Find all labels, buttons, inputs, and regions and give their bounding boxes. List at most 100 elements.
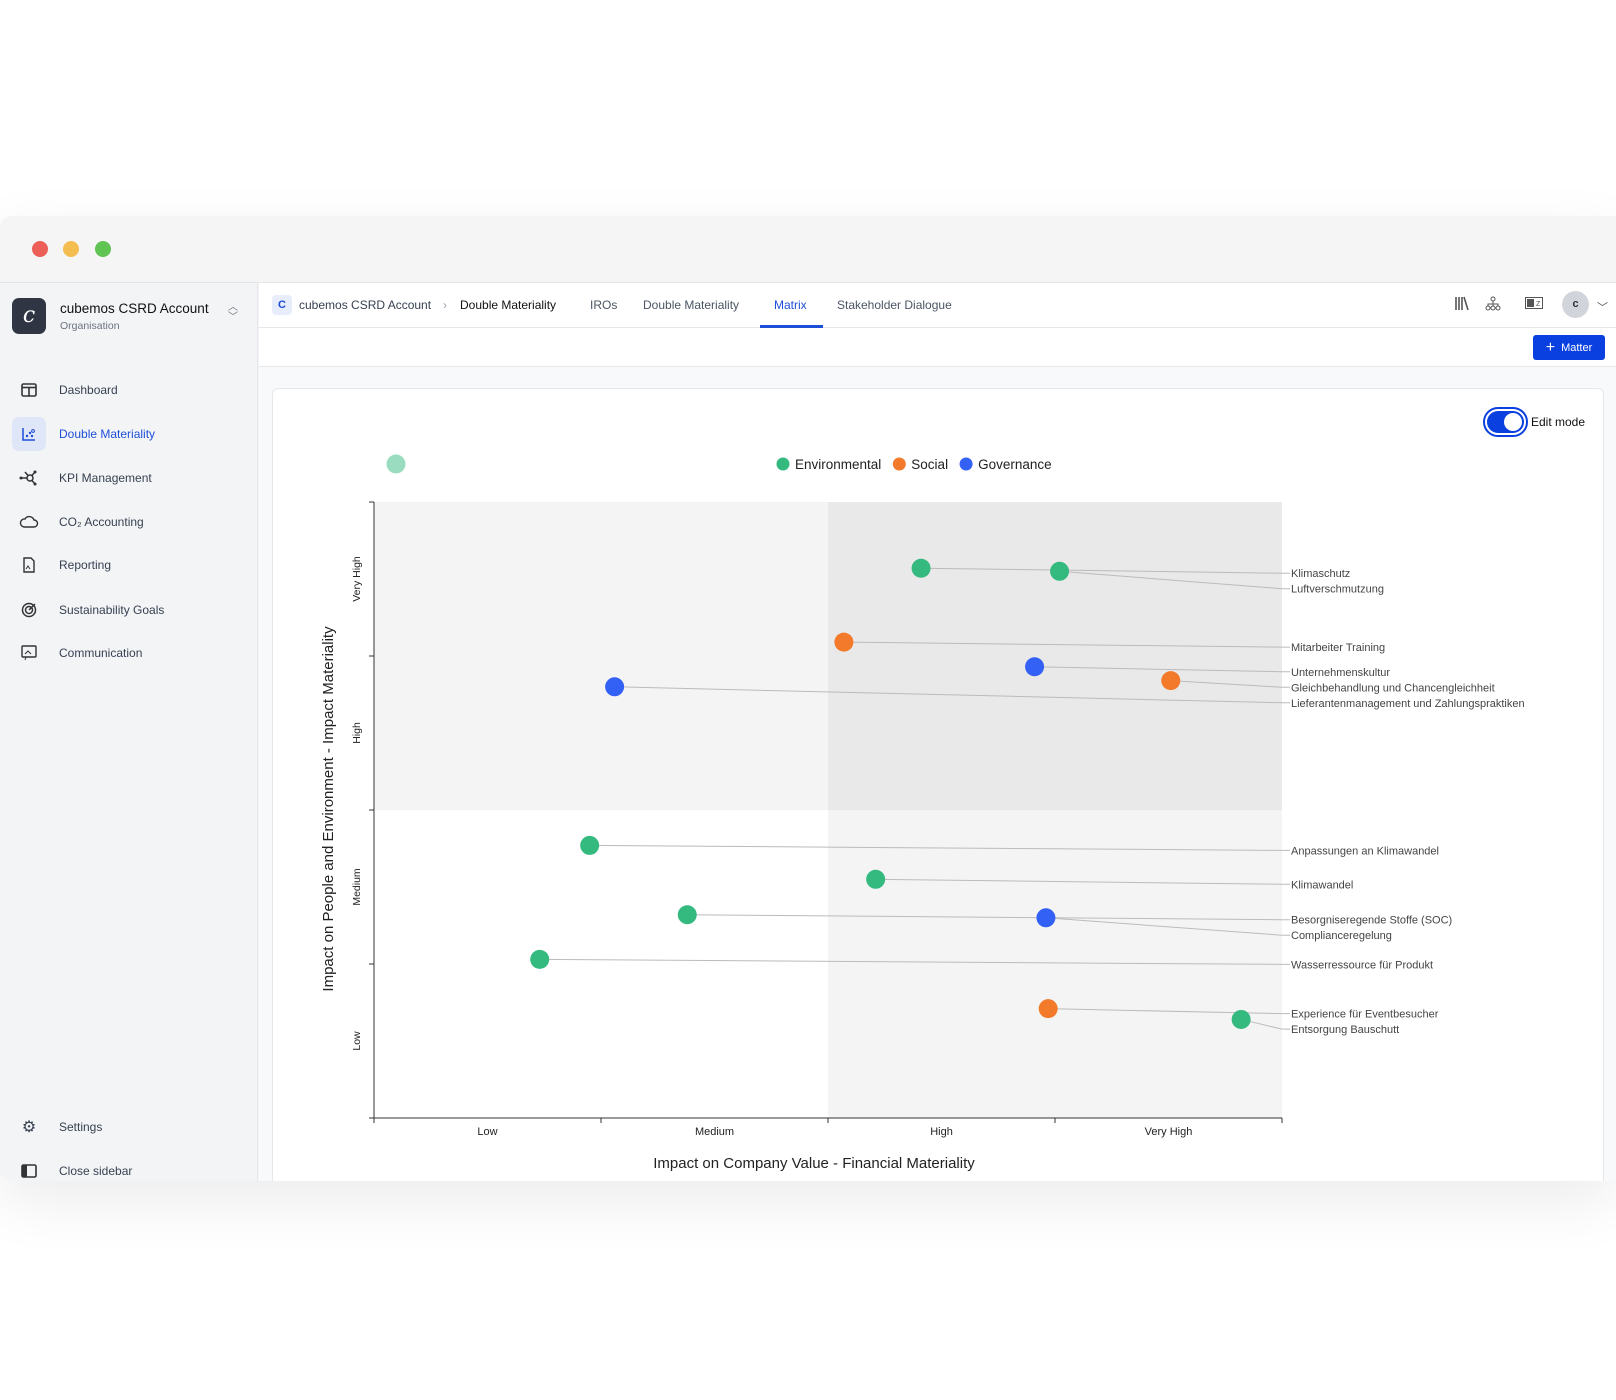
data-point[interactable] <box>866 869 886 889</box>
org-logo: c <box>12 298 46 334</box>
chevron-up-down-icon[interactable]: ︿ ﹀ <box>228 302 238 323</box>
point-label: Mitarbeiter Training <box>1291 642 1385 654</box>
data-point[interactable] <box>605 677 625 697</box>
chevron-down-icon[interactable]: ﹀ <box>1597 302 1608 314</box>
tab-double-materiality[interactable]: Double Materiality <box>643 298 740 312</box>
cloud-icon <box>12 505 46 539</box>
unplaced-matter-handle[interactable] <box>386 454 406 474</box>
point-label: Gleichbehandlung und Chancengleichheit <box>1291 682 1495 694</box>
leader-line <box>875 878 1290 885</box>
x-axis-title: Impact on Company Value - Financial Mate… <box>653 1155 975 1172</box>
sidebar-item-kpi-management[interactable]: KPI Management <box>12 461 246 495</box>
y-tick-label: Medium <box>351 868 363 906</box>
account-badge[interactable]: C <box>272 295 292 315</box>
svg-text:Z: Z <box>1536 301 1541 308</box>
tab-iros[interactable]: IROs <box>590 298 618 312</box>
point-label: Klimaschutz <box>1291 568 1350 580</box>
data-point[interactable] <box>1038 999 1058 1019</box>
sidebar-item-sustainability-goals[interactable]: Sustainability Goals <box>12 593 246 627</box>
sidebar-item-label: Settings <box>59 1120 103 1134</box>
legend-label: Governance <box>978 457 1052 472</box>
report-file-icon <box>12 548 46 582</box>
point-label: Klimawandel <box>1291 879 1353 891</box>
sidebar-item-co2-accounting[interactable]: CO₂ Accounting <box>12 505 246 539</box>
sidebar-item-label: Dashboard <box>59 383 118 397</box>
leader-line <box>921 567 1290 574</box>
tab-stakeholder-dialogue[interactable]: Stakeholder Dialogue <box>837 298 952 312</box>
legend-label: Environmental <box>795 457 881 472</box>
materiality-matrix-chart: Environmental Social Governance Low Medium H… <box>320 454 1525 1172</box>
y-tick-label: Low <box>351 1031 363 1051</box>
translate-icon[interactable]: Z <box>1525 296 1543 312</box>
title-bar <box>0 216 1616 283</box>
data-point[interactable] <box>1231 1009 1251 1029</box>
data-point[interactable] <box>580 835 600 855</box>
x-tick-label: Medium <box>695 1126 734 1138</box>
sidebar-item-double-materiality[interactable]: Double Materiality <box>12 417 246 451</box>
library-icon[interactable] <box>1454 296 1470 314</box>
x-tick-label: High <box>930 1126 953 1138</box>
breadcrumb-section[interactable]: Double Materiality <box>460 298 557 312</box>
point-label: Besorgniseregende Stoffe (SOC) <box>1291 915 1452 927</box>
scatter-chart-icon <box>12 417 46 451</box>
sidebar-item-label: Double Materiality <box>59 427 156 441</box>
chevron-right-icon: › <box>443 298 447 312</box>
sidebar-item-settings[interactable]: ⚙ Settings <box>12 1110 246 1144</box>
breadcrumb-account[interactable]: cubemos CSRD Account <box>299 298 432 312</box>
org-chart-icon[interactable] <box>1485 296 1501 314</box>
data-point[interactable] <box>677 905 697 925</box>
edit-mode-toggle[interactable] <box>1483 407 1528 437</box>
x-tick-label: Very High <box>1145 1126 1193 1138</box>
sidebar-item-communication[interactable]: Communication <box>12 636 246 670</box>
plus-icon: + <box>1545 338 1556 356</box>
point-label: Anpassungen an Klimawandel <box>1291 845 1439 857</box>
point-label: Wasserressource für Produkt <box>1291 959 1433 971</box>
maximize-window-button[interactable] <box>95 241 111 257</box>
point-label: Lieferantenmanagement und Zahlungsprakti… <box>1291 698 1525 710</box>
sidebar-item-label: KPI Management <box>59 471 152 485</box>
data-point[interactable] <box>1025 657 1045 677</box>
tab-matrix[interactable]: Matrix <box>774 298 807 312</box>
edit-mode-label: Edit mode <box>1531 415 1586 429</box>
quadrant-top-left <box>374 502 828 810</box>
data-point[interactable] <box>1036 908 1056 928</box>
y-tick-label: High <box>351 722 363 744</box>
leader-line <box>589 844 1290 851</box>
close-sidebar-button[interactable]: Close sidebar <box>12 1154 246 1181</box>
sidebar-item-reporting[interactable]: Reporting <box>12 548 246 582</box>
legend-label: Social <box>911 457 948 472</box>
org-name: cubemos CSRD Account <box>60 301 209 316</box>
quadrant-top-right <box>828 502 1282 810</box>
x-tick-label: Low <box>477 1126 497 1138</box>
leader-line <box>843 641 1290 648</box>
toolbar: + Matter <box>259 328 1616 367</box>
point-label: Experience für Eventbesucher <box>1291 1009 1439 1021</box>
data-point[interactable] <box>1050 561 1070 581</box>
app-window: c cubemos CSRD Account Organisation ︿ ﹀ D… <box>0 216 1616 1181</box>
close-window-button[interactable] <box>32 241 48 257</box>
data-point[interactable] <box>834 632 854 652</box>
user-avatar[interactable]: c <box>1562 291 1589 318</box>
sidebar-item-label: Close sidebar <box>59 1164 133 1178</box>
y-tick-label: Very High <box>351 556 363 602</box>
data-point[interactable] <box>1161 671 1181 691</box>
leader-line <box>1170 680 1290 688</box>
data-point[interactable] <box>530 949 550 969</box>
legend-marker <box>776 457 790 471</box>
layout-icon <box>12 373 46 407</box>
add-matter-button[interactable]: + Matter <box>1533 335 1605 360</box>
sidebar-item-label: CO₂ Accounting <box>59 515 144 529</box>
y-axis-title: Impact on People and Environment - Impac… <box>320 626 337 992</box>
minimize-window-button[interactable] <box>63 241 79 257</box>
leader-line <box>1045 917 1290 936</box>
top-header: C cubemos CSRD Account › Double Material… <box>259 283 1616 328</box>
sidebar-item-label: Reporting <box>59 558 112 572</box>
data-point[interactable] <box>911 558 931 578</box>
sidebar: c cubemos CSRD Account Organisation ︿ ﹀ D… <box>0 283 258 1181</box>
network-icon <box>12 461 46 495</box>
leader-line <box>687 914 1290 921</box>
point-label: Unternehmenskultur <box>1291 667 1390 679</box>
sidebar-item-dashboard[interactable]: Dashboard <box>12 373 246 407</box>
leader-line <box>539 958 1290 965</box>
sidebar-item-label: Communication <box>59 646 143 660</box>
